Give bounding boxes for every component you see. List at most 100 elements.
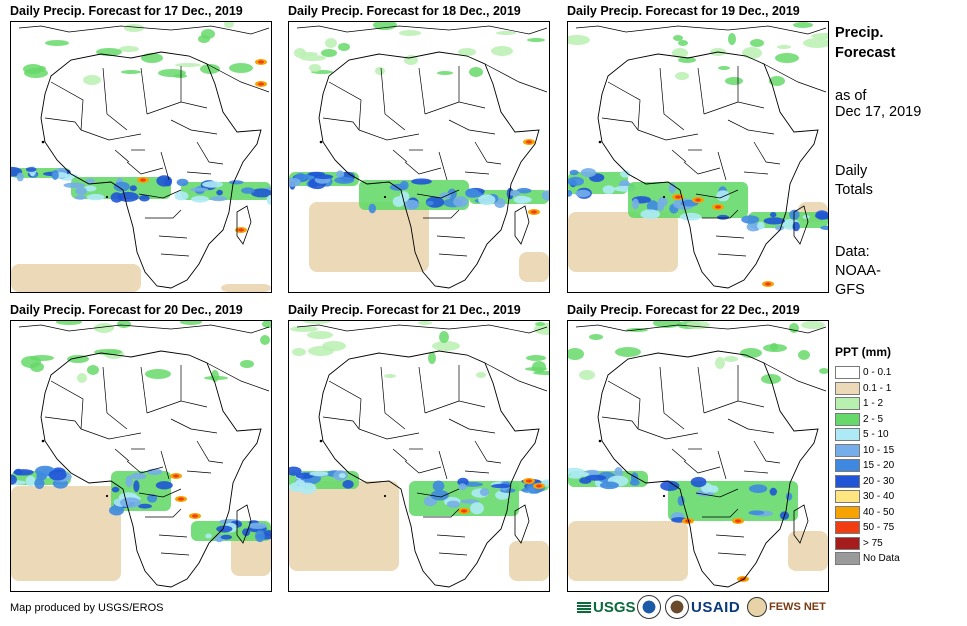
heavy-rain-cell [11,474,17,485]
heavy-rain-cell [202,181,224,188]
country-border [601,117,639,131]
noaa-seal-icon [637,595,661,619]
heavy-rain-cell [399,191,410,202]
rain-patch [83,75,101,85]
country-border [186,171,212,175]
country-border [322,416,360,430]
heavy-rain-cell [164,177,172,187]
heavy-rain-cell [133,480,140,493]
legend-swatch [835,397,860,411]
data-label: Data: [835,244,870,260]
country-border [474,141,502,165]
heavy-rain-cell [399,180,409,190]
extreme-rain-cell [695,198,701,202]
heavy-rain-cell [432,480,445,492]
legend-item: 0.1 - 1 [835,381,900,397]
heavy-rain-cell [411,178,432,185]
arabia-coastline [763,362,827,392]
light-rain-area [221,284,271,292]
island-marker [319,439,323,443]
extreme-rain-cell [461,509,467,513]
heavy-rain-cell [632,198,639,210]
country-border [743,171,769,175]
heavy-rain-cell [520,196,532,203]
heavy-rain-cell [425,200,434,206]
legend-label: 1 - 2 [863,398,884,410]
africa-coastline [597,51,819,289]
heavy-rain-cell [478,194,496,206]
rain-patch [437,71,453,75]
country-border [715,235,745,239]
heavy-rain-cell [630,472,639,483]
extreme-rain-cell [526,140,532,144]
heavy-rain-cell [242,528,251,537]
legend-label: 20 - 30 [863,475,895,487]
rain-patch [458,48,476,56]
heavy-rain-cell [620,170,631,178]
rain-patch [309,64,321,72]
rain-patch [718,66,730,70]
rain-patch [158,69,186,77]
heavy-rain-cell [83,185,97,192]
rain-patch [30,355,54,361]
rain-patch [789,323,799,333]
rain-patch [77,373,87,383]
heavy-rain-cell [25,475,36,487]
light-rain-area [568,212,678,272]
doi-logo [665,594,689,620]
heavy-rain-cell [155,481,173,490]
rain-patch [94,349,122,355]
heavy-rain-cell [568,176,585,186]
rain-patch [384,374,396,378]
rain-patch [675,72,689,80]
rain-patch [87,365,99,375]
island-marker [41,140,45,144]
heavy-rain-cell [465,188,480,198]
country-border [392,448,408,462]
heavy-rain-cell [113,181,130,192]
rain-patch [491,46,513,56]
rain-patch [763,344,787,352]
country-border [358,428,420,440]
heavy-rain-cell [453,196,468,208]
heavy-rain-cell [614,467,623,478]
panel-title: Daily Precip. Forecast for 22 Dec., 2019 [567,303,800,317]
africa-coastline [318,350,540,588]
africa-coastline [597,350,819,588]
arabia-coastline [484,63,548,93]
country-border [423,209,460,219]
legend: PPT (mm) 0 - 0.1 0.1 - 1 1 - 2 2 - 5 5 - 10 1… [835,345,900,567]
extreme-rain-cell [238,228,244,232]
rain-patch [141,53,163,63]
legend-item: 40 - 50 [835,505,900,521]
heavy-rain-cell [130,472,147,480]
rain-patch [798,350,810,360]
heavy-rain-cell [403,199,420,210]
rain-patch [262,321,271,328]
extreme-rain-cell [685,519,691,523]
rain-patch [476,372,486,378]
rain-patch [145,369,171,379]
legend-item: 5 - 10 [835,427,900,443]
rain-patch [24,68,48,78]
europe-coastline [18,324,270,334]
legend-title: PPT (mm) [835,345,892,359]
rain-patch [819,368,828,374]
panel-title: Daily Precip. Forecast for 18 Dec., 2019 [288,4,521,18]
country-border [328,81,362,131]
heavy-rain-cell [458,483,467,491]
rain-patch [803,38,828,48]
country-border [753,440,781,464]
heavy-rain-cell [568,190,573,197]
legend-label: 40 - 50 [863,506,895,518]
legend-label: No Data [863,553,900,565]
rain-patch [673,35,683,41]
country-border [458,66,486,109]
rain-patch [724,356,738,362]
country-border [140,366,148,414]
legend-item: No Data [835,551,900,567]
rain-patch [535,322,545,326]
legend-item: 30 - 40 [835,489,900,505]
extreme-rain-cell [715,205,721,209]
legend-swatch [835,552,860,566]
